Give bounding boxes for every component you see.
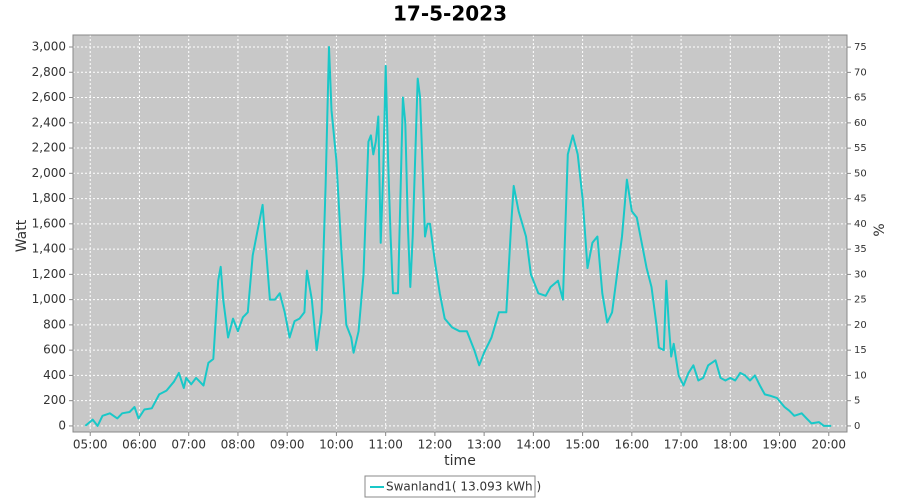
chart-title: 17-5-2023 [393,2,507,26]
y2-tick-label: 50 [854,168,867,179]
y-tick-label: 2,800 [32,65,66,79]
x-tick-label: 05:00 [73,438,108,452]
legend-box [364,475,536,498]
x-tick-label: 09:00 [270,438,305,452]
y2-axis-title: % [872,223,888,236]
y-tick-label: 1,200 [32,267,66,281]
series-line [84,46,832,427]
y2-tick-label: 15 [854,345,867,356]
y-tick-label: 0 [58,418,66,432]
y-tick-label: 2,400 [32,115,66,129]
y2-tick-label: 65 [854,93,867,104]
y2-tick-label: 45 [854,194,867,205]
y-tick-label: 600 [43,343,66,357]
y-tick-label: 400 [43,368,66,382]
y-tick-label: 2,200 [32,141,66,155]
y-tick-label: 200 [43,393,66,407]
y2-tick-label: 55 [854,143,867,154]
y-tick-label: 2,000 [32,166,66,180]
x-axis-title: time [444,453,476,469]
x-tick-label: 07:00 [171,438,206,452]
plot-border [72,34,848,433]
x-tick-label: 08:00 [221,438,256,452]
y-tick-label: 800 [43,317,66,331]
y-axis-title: Watt [14,219,30,252]
x-tick-label: 12:00 [418,438,453,452]
x-tick-label: 17:00 [664,438,699,452]
x-tick-label: 18:00 [713,438,748,452]
y2-tick-label: 25 [854,295,867,306]
y-tick-label: 1,400 [32,242,66,256]
y2-tick-label: 10 [854,370,867,381]
legend: Swanland1( 13.093 kWh ) [364,475,541,498]
x-tick-label: 14:00 [516,438,551,452]
y2-tick-label: 0 [854,421,860,432]
x-tick-label: 20:00 [811,438,846,452]
y2-tick-label: 60 [854,118,867,129]
x-tick-label: 13:00 [467,438,502,452]
y2-tick-label: 30 [854,269,867,280]
y-tick-label: 1,800 [32,191,66,205]
y-tick-label: 1,600 [32,216,66,230]
x-tick-label: 16:00 [615,438,650,452]
y2-tick-label: 35 [854,244,867,255]
y2-tick-label: 5 [854,396,860,407]
y2-tick-label: 20 [854,320,867,331]
legend-label: Swanland1( 13.093 kWh ) [386,480,541,494]
y2-tick-label: 75 [854,42,867,53]
y-tick-label: 3,000 [32,39,66,53]
x-tick-label: 19:00 [762,438,797,452]
y-tick-label: 1,000 [32,292,66,306]
x-tick-label: 10:00 [319,438,354,452]
x-tick-label: 06:00 [122,438,157,452]
x-tick-label: 15:00 [565,438,600,452]
x-tick-label: 11:00 [368,438,403,452]
y2-tick-label: 70 [854,67,867,78]
y-tick-label: 2,600 [32,90,66,104]
y2-tick-label: 40 [854,219,867,230]
